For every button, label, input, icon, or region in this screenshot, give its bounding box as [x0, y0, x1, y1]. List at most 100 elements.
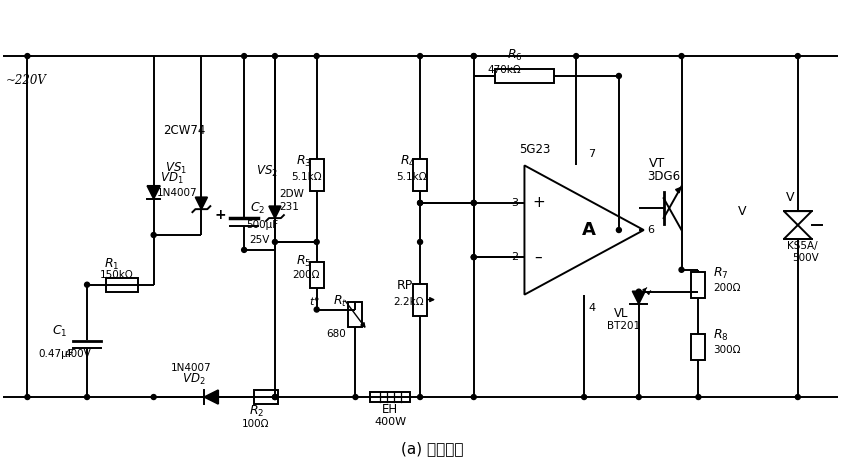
Bar [348, 302, 362, 327]
Circle shape [616, 227, 621, 233]
Text: $R_8$: $R_8$ [714, 328, 729, 343]
Circle shape [353, 394, 358, 400]
Circle shape [272, 394, 277, 400]
Text: 500V: 500V [792, 253, 819, 263]
Circle shape [679, 53, 684, 59]
Text: 500μF: 500μF [246, 220, 278, 230]
Text: 200Ω: 200Ω [714, 283, 740, 293]
Circle shape [314, 53, 319, 59]
Text: $R_7$: $R_7$ [714, 266, 729, 281]
Circle shape [636, 292, 641, 297]
Text: 300Ω: 300Ω [714, 345, 740, 356]
Circle shape [417, 200, 422, 205]
Text: ~220V: ~220V [5, 75, 47, 87]
Circle shape [272, 240, 277, 244]
Polygon shape [147, 186, 160, 199]
Text: EH: EH [382, 403, 398, 416]
Text: 5G23: 5G23 [518, 144, 550, 157]
Circle shape [85, 282, 90, 287]
Text: $VS_2$: $VS_2$ [256, 164, 278, 180]
Bar [413, 159, 427, 191]
Circle shape [471, 255, 476, 260]
Circle shape [471, 200, 476, 205]
Text: 4: 4 [588, 303, 595, 313]
Circle shape [796, 394, 800, 400]
Circle shape [679, 267, 684, 272]
Bar [254, 390, 278, 404]
Text: 5.1kΩ: 5.1kΩ [397, 172, 427, 182]
Circle shape [471, 53, 476, 59]
Circle shape [314, 307, 319, 312]
Text: 3: 3 [511, 198, 518, 208]
Circle shape [242, 53, 246, 59]
Circle shape [417, 200, 422, 205]
Text: 100Ω: 100Ω [242, 419, 270, 429]
Text: $R_2$: $R_2$ [250, 404, 264, 419]
Text: 1N4007: 1N4007 [156, 188, 197, 198]
Text: 400W: 400W [374, 417, 406, 427]
Circle shape [574, 53, 579, 59]
Text: +: + [214, 208, 226, 222]
Bar [494, 69, 555, 83]
Bar [106, 278, 137, 292]
Circle shape [471, 53, 476, 59]
Text: 2CW74: 2CW74 [163, 124, 206, 136]
Text: VL: VL [614, 307, 628, 319]
Text: 680: 680 [327, 329, 346, 340]
Circle shape [272, 53, 277, 59]
Text: 150kΩ: 150kΩ [100, 270, 134, 280]
Circle shape [25, 53, 30, 59]
Text: –: – [535, 250, 543, 265]
Polygon shape [195, 197, 207, 209]
Text: 1N4007: 1N4007 [171, 363, 212, 373]
Text: +: + [532, 196, 544, 211]
Text: $R_t$: $R_t$ [333, 294, 347, 309]
Text: $R_3$: $R_3$ [295, 153, 311, 168]
Text: $t°$: $t°$ [308, 295, 320, 307]
Circle shape [85, 394, 90, 400]
Bar [691, 272, 705, 298]
Text: 231: 231 [279, 202, 299, 212]
Text: 200Ω: 200Ω [292, 270, 320, 280]
Text: $R_6$: $R_6$ [506, 48, 523, 63]
Polygon shape [269, 206, 281, 218]
Text: 6: 6 [648, 225, 655, 235]
Circle shape [616, 74, 621, 78]
Circle shape [636, 394, 641, 400]
Circle shape [471, 255, 476, 260]
Circle shape [636, 289, 641, 294]
Text: V: V [785, 191, 794, 204]
Circle shape [272, 394, 277, 400]
Text: $VD_1$: $VD_1$ [160, 171, 183, 186]
Circle shape [151, 394, 156, 400]
Polygon shape [632, 291, 645, 304]
Text: 7: 7 [588, 150, 595, 159]
Circle shape [581, 394, 587, 400]
Text: 2DW: 2DW [279, 189, 304, 199]
Bar [691, 334, 705, 360]
Text: $R_1$: $R_1$ [104, 257, 119, 272]
Circle shape [417, 53, 422, 59]
Circle shape [417, 394, 422, 400]
Bar [309, 159, 324, 191]
Text: 3DG6: 3DG6 [647, 170, 680, 183]
Text: RP: RP [397, 279, 414, 292]
Text: $VS_1$: $VS_1$ [165, 161, 187, 176]
Circle shape [314, 240, 319, 244]
Text: A: A [582, 221, 596, 239]
Text: $C_1$: $C_1$ [52, 325, 67, 340]
Polygon shape [205, 390, 219, 404]
Text: $R_4$: $R_4$ [400, 153, 416, 168]
Text: $R_5$: $R_5$ [295, 254, 311, 269]
Text: $C_2$: $C_2$ [250, 201, 265, 216]
Text: 2: 2 [511, 252, 518, 262]
Text: 400V: 400V [64, 349, 91, 359]
Circle shape [796, 53, 800, 59]
Text: 2.2kΩ: 2.2kΩ [393, 296, 424, 307]
Circle shape [471, 200, 476, 205]
Text: 0.47μF: 0.47μF [38, 349, 74, 359]
Text: KS5A/: KS5A/ [787, 241, 818, 251]
Bar [371, 392, 410, 402]
Circle shape [696, 394, 701, 400]
Bar [413, 284, 427, 316]
